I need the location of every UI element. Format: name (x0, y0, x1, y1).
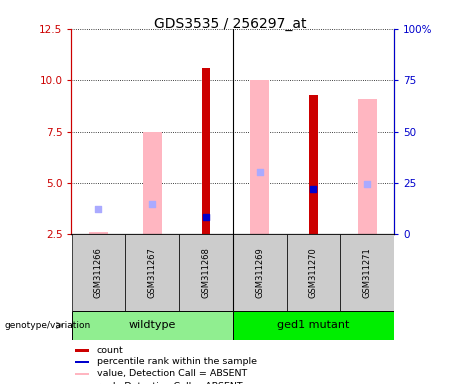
Text: GSM311271: GSM311271 (363, 247, 372, 298)
Text: GSM311266: GSM311266 (94, 247, 103, 298)
Bar (75, 361, 89, 363)
Point (256, 169, 263, 175)
Bar (125, 234, 179, 311)
Bar (89, 232, 108, 234)
Bar (233, 311, 394, 340)
Bar (304, 234, 323, 240)
Point (202, 214, 210, 220)
Bar (309, 94, 318, 234)
Text: genotype/variation: genotype/variation (5, 321, 91, 330)
Text: wildtype: wildtype (129, 320, 176, 331)
Point (95, 205, 102, 212)
Bar (340, 234, 394, 311)
Bar (196, 234, 215, 240)
Bar (143, 131, 161, 234)
Point (310, 186, 317, 192)
Text: value, Detection Call = ABSENT: value, Detection Call = ABSENT (97, 369, 247, 379)
Bar (287, 234, 340, 311)
Bar (71, 311, 233, 340)
Bar (75, 373, 89, 375)
Text: GSM311269: GSM311269 (255, 247, 264, 298)
Point (148, 201, 156, 207)
Bar (358, 99, 377, 234)
Text: GSM311267: GSM311267 (148, 247, 157, 298)
Text: rank, Detection Call = ABSENT: rank, Detection Call = ABSENT (97, 382, 242, 384)
Text: count: count (97, 346, 124, 355)
Bar (233, 234, 287, 311)
Text: GDS3535 / 256297_at: GDS3535 / 256297_at (154, 17, 307, 31)
Bar (202, 68, 210, 234)
Point (364, 181, 371, 187)
Bar (250, 80, 269, 234)
Text: GSM311268: GSM311268 (201, 247, 210, 298)
Text: GSM311270: GSM311270 (309, 247, 318, 298)
Text: percentile rank within the sample: percentile rank within the sample (97, 358, 257, 366)
Bar (71, 234, 125, 311)
Text: ged1 mutant: ged1 mutant (278, 320, 349, 331)
Bar (179, 234, 233, 311)
Bar (75, 349, 89, 352)
